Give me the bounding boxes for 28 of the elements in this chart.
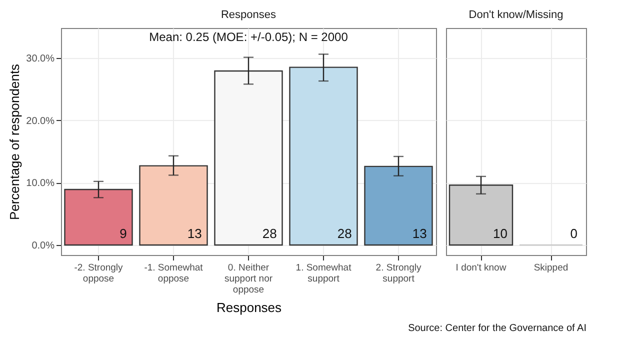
x-tick-label: 0. Neither support nor oppose [224,262,273,296]
y-tick-label: 30.0% [26,53,55,64]
x-tick-label: -1. Somewhat oppose [144,262,204,284]
bar [289,66,358,246]
x-tick-label: Skipped [534,262,568,274]
y-tick-label: 0.0% [32,240,55,252]
bar [64,188,133,246]
x-tick-label: 1. Somewhat support [296,262,352,284]
bar [139,165,208,246]
data-label: 13 [187,226,202,242]
data-label: 13 [412,226,427,242]
annotation: Mean: 0.25 (MOE: +/-0.05); N = 2000 [149,30,348,44]
source-note: Source: Center for the Governance of AI [408,323,586,334]
chart-title: Don't know/Missing [468,9,564,21]
y-tick-label: 10.0% [26,178,55,190]
data-label: 10 [492,226,508,242]
x-tick-label: I don't know [456,262,506,274]
x-tick-label: 2. Strongly support [376,262,422,284]
y-axis-title: Percentage of respondents [7,63,22,220]
x-axis-title: Responses [216,300,282,315]
y-tick-label: 20.0% [26,116,55,127]
data-label: 28 [337,226,352,242]
x-tick-label: -2. Strongly oppose [74,262,124,284]
chart-title: Responses [220,9,277,21]
data-label: 9 [120,226,127,242]
data-label: 0 [570,226,578,242]
bar [364,166,433,246]
data-label: 28 [262,226,277,242]
